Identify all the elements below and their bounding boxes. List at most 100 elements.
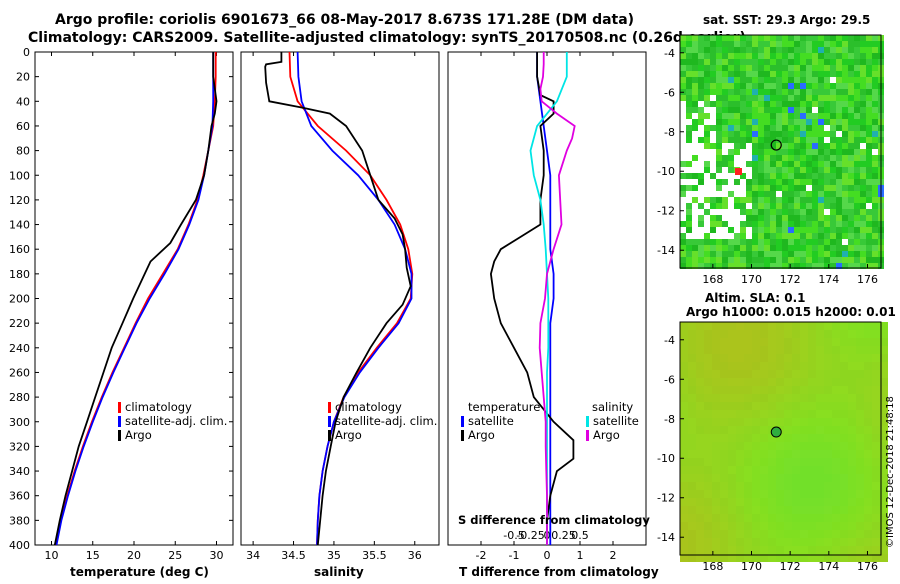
- sst-cell: [800, 257, 806, 263]
- sla-cell: [688, 482, 696, 490]
- sst-cell: [770, 197, 776, 203]
- sla-cell: [688, 410, 696, 418]
- sla-cell: [736, 466, 744, 474]
- sst-cell: [848, 131, 854, 137]
- sst-cell: [794, 41, 800, 47]
- sla-cell: [856, 514, 864, 522]
- sst-cell: [728, 197, 734, 203]
- sst-cell: [764, 155, 770, 161]
- sla-cell: [784, 450, 792, 458]
- sla-cell: [696, 450, 704, 458]
- sst-cell: [692, 71, 698, 77]
- legend-label: Argo: [593, 428, 620, 442]
- y-tick-label: 260: [9, 366, 30, 379]
- sla-cell: [792, 522, 800, 530]
- sst-cell: [728, 185, 734, 191]
- sla-cell: [688, 474, 696, 482]
- sst-cell: [728, 101, 734, 107]
- sst-cell: [866, 41, 872, 47]
- sla-cell: [760, 322, 768, 330]
- sst-cell: [872, 179, 878, 185]
- sst-cell: [830, 239, 836, 245]
- sla-cell: [736, 530, 744, 538]
- sst-cell: [872, 239, 878, 245]
- sst-cell: [860, 245, 866, 251]
- sst-cell: [812, 143, 818, 149]
- map-x-tick-label: 174: [818, 560, 839, 573]
- sst-cell: [854, 185, 860, 191]
- sst-cell: [770, 125, 776, 131]
- sla-cell: [848, 402, 856, 410]
- sst-cell: [794, 101, 800, 107]
- sla-cell: [720, 410, 728, 418]
- sst-cell: [680, 107, 686, 113]
- sst-cell: [872, 35, 878, 41]
- sla-cell: [864, 322, 872, 330]
- sst-cell: [740, 179, 746, 185]
- sst-cell: [848, 41, 854, 47]
- sst-cell: [818, 131, 824, 137]
- sla-cell: [872, 442, 880, 450]
- sla-cell: [840, 538, 848, 546]
- sla-cell: [872, 346, 880, 354]
- sst-cell: [728, 227, 734, 233]
- sst-cell: [782, 59, 788, 65]
- sst-cell: [680, 203, 686, 209]
- sst-cell: [686, 65, 692, 71]
- sst-cell: [860, 77, 866, 83]
- sst-cell: [782, 233, 788, 239]
- map-x-tick-label: 172: [780, 273, 801, 286]
- sst-cell: [776, 119, 782, 125]
- sst-cell: [740, 185, 746, 191]
- sla-cell: [736, 538, 744, 546]
- sst-cell: [728, 137, 734, 143]
- sla-cell: [792, 394, 800, 402]
- sla-cell: [712, 426, 720, 434]
- legend-swatch: [461, 430, 464, 441]
- sst-cell: [710, 227, 716, 233]
- sla-cell: [792, 538, 800, 546]
- sla-cell: [848, 434, 856, 442]
- sla-cell: [744, 370, 752, 378]
- sst-cell: [824, 95, 830, 101]
- sst-cell: [836, 233, 842, 239]
- sst-cell: [866, 137, 872, 143]
- salinity-lines: [264, 51, 414, 546]
- legend-swatch: [118, 430, 121, 441]
- sla-cell: [872, 514, 880, 522]
- sla-cell: [800, 426, 808, 434]
- sst-cell: [824, 263, 830, 269]
- sst-cell: [806, 263, 812, 269]
- sla-cell: [808, 346, 816, 354]
- sla-cell: [688, 442, 696, 450]
- sla-cell: [880, 514, 888, 522]
- sst-cell: [800, 47, 806, 53]
- sst-cell: [686, 251, 692, 257]
- sst-cell: [776, 71, 782, 77]
- sla-cell: [840, 410, 848, 418]
- sst-cell: [740, 143, 746, 149]
- sla-cell: [800, 514, 808, 522]
- sla-cell: [872, 418, 880, 426]
- sst-cell: [764, 227, 770, 233]
- sla-cell: [736, 338, 744, 346]
- sst-cell: [788, 209, 794, 215]
- temperature-lines: [53, 52, 218, 546]
- y-tick-label: 60: [16, 120, 30, 133]
- sla-cell: [784, 402, 792, 410]
- sla-cell: [856, 346, 864, 354]
- sst-cell: [794, 185, 800, 191]
- series-line-satellite-adj-clim-: [296, 51, 413, 546]
- sla-cell: [768, 418, 776, 426]
- sla-cell: [696, 338, 704, 346]
- sla-cell: [760, 546, 768, 554]
- sla-cell: [760, 458, 768, 466]
- sst-cell: [764, 185, 770, 191]
- sst-cell: [830, 71, 836, 77]
- sst-cell: [752, 203, 758, 209]
- sst-cell: [776, 53, 782, 59]
- sst-cell: [716, 263, 722, 269]
- sst-cell: [854, 227, 860, 233]
- sla-cell: [864, 506, 872, 514]
- sst-cell: [734, 101, 740, 107]
